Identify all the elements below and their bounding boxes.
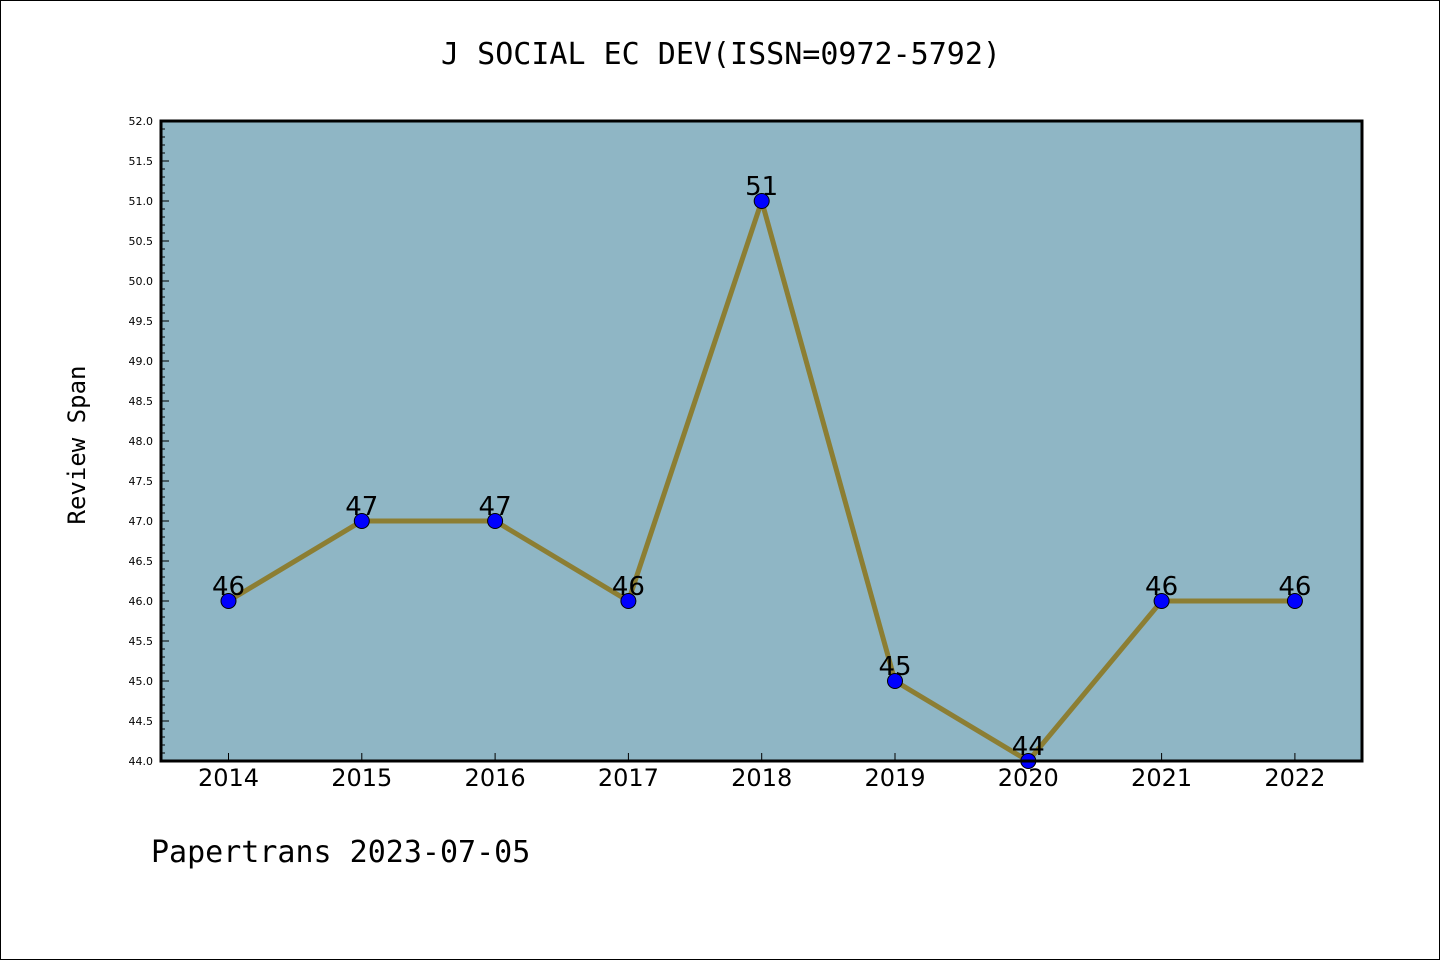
data-point-marker <box>353 513 370 529</box>
data-point-marker <box>487 513 504 529</box>
x-tick-label: 2022 <box>1264 764 1325 792</box>
data-point-marker <box>1153 593 1170 609</box>
data-label: 47 <box>479 492 512 522</box>
data-label: 46 <box>1278 572 1311 602</box>
data-point-marker <box>887 673 903 689</box>
y-tick-label: 45.0 <box>129 675 154 688</box>
y-tick-label: 51.0 <box>129 195 154 208</box>
y-axis-title: Review Span <box>63 366 91 525</box>
data-label: 46 <box>212 572 245 602</box>
y-tick-label: 48.5 <box>129 395 154 408</box>
y-tick-label: 44.5 <box>129 715 154 728</box>
y-tick-label: 49.5 <box>129 315 154 328</box>
x-tick-label: 2014 <box>198 764 259 792</box>
y-tick-label: 47.5 <box>129 475 154 488</box>
y-tick-label: 52.0 <box>129 115 154 128</box>
x-tick-label: 2017 <box>598 764 659 792</box>
plot-frame <box>159 119 1364 763</box>
x-tick-label: 2018 <box>731 764 792 792</box>
y-tick-label: 51.5 <box>129 155 154 168</box>
x-tick-label: 2016 <box>465 764 526 792</box>
data-point-marker <box>620 593 637 609</box>
data-point-marker <box>220 593 237 609</box>
y-tick-label: 49.0 <box>129 355 154 368</box>
data-point-marker <box>753 193 770 209</box>
data-label: 47 <box>345 492 378 522</box>
y-tick-label: 46.5 <box>129 555 154 568</box>
chart-title: J SOCIAL EC DEV(ISSN=0972-5792) <box>441 37 1001 72</box>
data-label: 45 <box>878 652 911 682</box>
y-tick-label: 45.5 <box>129 635 154 648</box>
data-label: 46 <box>612 572 645 602</box>
y-tick-label: 44.0 <box>129 755 154 768</box>
data-label: 51 <box>745 172 778 202</box>
y-tick-label: 50.0 <box>129 275 154 288</box>
x-tick-label: 2019 <box>864 764 925 792</box>
footer-note: Papertrans 2023-07-05 <box>151 835 531 870</box>
x-tick-label: 2021 <box>1131 764 1192 792</box>
data-label: 44 <box>1012 732 1045 762</box>
y-tick-label: 47.0 <box>129 515 154 528</box>
y-tick-label: 50.5 <box>129 235 154 248</box>
data-point-marker <box>1286 593 1303 609</box>
data-label: 46 <box>1145 572 1178 602</box>
y-tick-label: 48.0 <box>129 435 154 448</box>
y-tick-label: 46.0 <box>129 595 154 608</box>
plot-area <box>161 121 1362 761</box>
x-tick-label: 2015 <box>331 764 392 792</box>
